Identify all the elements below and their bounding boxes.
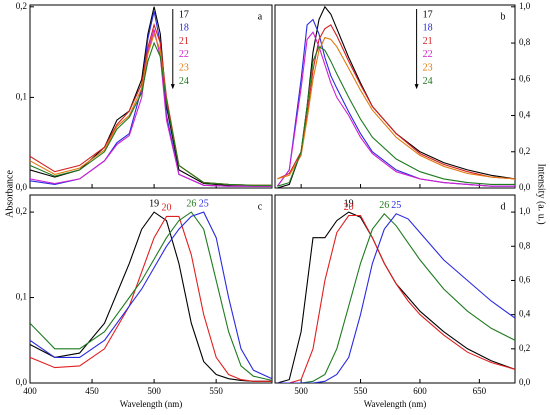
y-tick-label: 1,0 — [519, 1, 531, 11]
y-tick-label: 0,6 — [519, 275, 531, 285]
peak-label: 25 — [199, 198, 209, 209]
spectrum-line — [277, 5, 515, 188]
x-tick-label: 550 — [209, 386, 223, 396]
peak-label: 26 — [186, 198, 196, 209]
y-tick-label: 0,0 — [519, 377, 531, 387]
spectrum-line — [30, 41, 272, 186]
spectrum-line — [277, 24, 515, 180]
legend-label: 18 — [423, 23, 433, 34]
spectrum-line — [30, 29, 272, 187]
y-tick-label: 1,0 — [519, 206, 531, 216]
spectrum-line — [277, 213, 515, 383]
x-axis-label: Wavelength (nm) — [120, 399, 183, 409]
y-tick-label: 0,8 — [519, 37, 531, 47]
legend-arrowhead — [414, 84, 419, 90]
spectrum-line — [30, 215, 272, 382]
legend-arrowhead — [170, 84, 175, 90]
x-axis-label: Wavelength (nm) — [364, 399, 427, 409]
legend-label: 17 — [423, 9, 433, 20]
spectrum-line — [276, 31, 515, 187]
y-tick-label: 0,8 — [519, 240, 531, 250]
legend-label: 24 — [423, 76, 433, 87]
spectrum-line — [30, 23, 272, 186]
spectrum-line — [277, 212, 515, 383]
x-tick-label: 450 — [85, 386, 99, 396]
plot-frame — [29, 4, 273, 189]
y-tick-label: 0,1 — [16, 91, 27, 101]
peak-label: 20 — [162, 203, 172, 214]
y-tick-label: 0,0 — [519, 182, 531, 192]
peak-label: 20 — [344, 202, 354, 213]
spectrum-line — [30, 211, 272, 382]
x-tick-label: 500 — [294, 386, 308, 396]
plot-frame — [274, 194, 516, 384]
legend-label: 23 — [423, 62, 433, 73]
legend-label: 21 — [423, 36, 433, 47]
panel-label: a — [258, 11, 263, 22]
x-tick-label: 600 — [413, 386, 427, 396]
spectrum-line — [30, 6, 272, 187]
x-tick-label: 550 — [354, 386, 368, 396]
spectrum-line — [277, 45, 515, 187]
y-tick-label: 0,2 — [519, 146, 530, 156]
y-tick-label: 0,0 — [16, 377, 28, 387]
y-tick-label: 0,6 — [519, 73, 531, 83]
peak-label: 19 — [344, 198, 354, 209]
panel-label: b — [501, 11, 506, 22]
y-tick-label: 0,4 — [519, 110, 531, 120]
legend-label: 22 — [423, 49, 433, 60]
peak-label: 25 — [391, 200, 401, 211]
y-tick-label: 0,2 — [16, 206, 27, 216]
peak-label: 19 — [149, 198, 159, 209]
spectrum-line — [277, 36, 515, 180]
y-tick-label: 0,1 — [16, 292, 27, 302]
spectrum-line — [30, 211, 272, 380]
x-tick-label: 650 — [473, 386, 487, 396]
legend-label: 22 — [179, 49, 189, 60]
panel-label: c — [258, 201, 263, 212]
plot-frame — [274, 4, 516, 189]
y-tick-label: 0,2 — [519, 343, 530, 353]
y-tick-label: 0,2 — [16, 1, 27, 11]
legend-label: 24 — [179, 76, 189, 87]
y-axis-label: Intensity (a. u.) — [536, 163, 547, 224]
x-tick-label: 500 — [147, 386, 161, 396]
peak-label: 26 — [379, 200, 389, 211]
spectrum-line — [277, 214, 515, 383]
spectrum-line — [30, 32, 272, 186]
legend-label: 23 — [179, 62, 189, 73]
y-axis-label: Absorbance — [4, 170, 15, 218]
x-tick-label: 400 — [23, 386, 37, 396]
legend-label: 18 — [179, 23, 189, 34]
y-tick-label: 0,4 — [519, 309, 531, 319]
panel-label: d — [501, 201, 506, 212]
legend-label: 17 — [179, 9, 189, 20]
legend-label: 21 — [179, 36, 189, 47]
spectrum-line — [30, 211, 272, 381]
spectrum-line — [276, 18, 515, 187]
plot-frame — [29, 194, 273, 384]
y-tick-label: 0,0 — [16, 182, 28, 192]
